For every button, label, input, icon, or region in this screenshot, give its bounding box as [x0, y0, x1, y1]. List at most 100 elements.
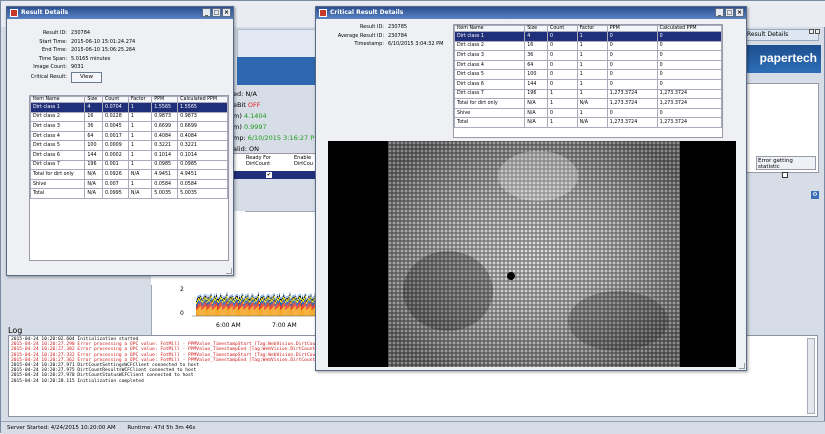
- table-row[interactable]: Dirt class 2 16 0.0228 1 0.9873 0.9873: [29, 111, 228, 123]
- resize-grip[interactable]: [739, 363, 745, 369]
- status-row-5: alid: ON: [233, 145, 259, 153]
- table-cell: 1: [576, 50, 608, 61]
- table-cell: N/A: [524, 98, 549, 109]
- minimize-icon[interactable]: [809, 29, 814, 34]
- resize-grip[interactable]: [226, 268, 232, 274]
- close-icon[interactable]: ×: [735, 8, 744, 17]
- chart-bar-segment: [303, 299, 305, 300]
- chart-bar-segment: [204, 302, 206, 307]
- column-header[interactable]: Factor: [127, 96, 153, 103]
- chart-bar-segment: [283, 299, 285, 302]
- status-list: ed: N/A eBit OFF m) 4.1404 m) 0.9997 mp:…: [233, 89, 323, 177]
- chart-bar-segment: [311, 297, 313, 299]
- tab-result-details[interactable]: Result Details: [743, 29, 819, 41]
- chart-bar-segment: [230, 304, 232, 307]
- chart-bar-segment: [272, 300, 274, 303]
- chart-bar-segment: [223, 301, 225, 304]
- table-row[interactable]: Dirt class 4 64 0 1 0 0: [453, 59, 723, 71]
- table-row[interactable]: Total N/A 1 N/A 1,273.3724 1,273.3724: [453, 117, 723, 128]
- table-cell: 0: [606, 69, 658, 80]
- table-row[interactable]: Dirt class 5 100 0 1 0 0: [453, 69, 723, 80]
- column-header[interactable]: Calculated PPM: [177, 96, 228, 103]
- table-row[interactable]: Dirt class 7 196 1 1 1,273.3724 1,273.3724: [453, 88, 723, 100]
- maximize-icon[interactable]: □: [212, 8, 221, 17]
- close-icon[interactable]: [815, 29, 820, 34]
- column-header[interactable]: Item Name: [453, 25, 526, 32]
- table-row[interactable]: Shive N/A 0 1 0 0: [453, 107, 723, 119]
- chart-bar-segment: [275, 302, 277, 305]
- chart-bar-segment: [218, 303, 220, 306]
- chart-bar-segment: [224, 302, 226, 305]
- table-row[interactable]: Total N/A 0.0995 N/A 5.0035 5.0035: [29, 188, 228, 199]
- chart-bar-segment: [290, 301, 292, 302]
- table-row[interactable]: Dirt class 2 16 0 1 0 0: [453, 40, 723, 52]
- chart-bar-segment: [294, 296, 296, 297]
- table-row[interactable]: Dirt class 1 4 0.0704 1 1.5565 1.5565: [29, 102, 228, 113]
- error-checkbox[interactable]: [782, 172, 788, 178]
- column-header[interactable]: Size: [524, 25, 549, 32]
- result-details-titlebar[interactable]: Result Details _ □ ×: [7, 7, 233, 19]
- column-header[interactable]: Calculated PPM: [656, 25, 723, 32]
- minimize-icon[interactable]: _: [202, 8, 211, 17]
- chart-bar-segment: [299, 294, 301, 296]
- table-row[interactable]: Dirt class 5 100 0.0009 1 0.3221 0.3221: [29, 140, 228, 151]
- table-row[interactable]: Dirt class 4 64 0.0017 1 0.4084 0.4084: [29, 130, 228, 142]
- chart-bar-segment: [268, 300, 270, 303]
- table-row[interactable]: Dirt class 3 36 0.0045 1 0.6699 0.6699: [29, 121, 228, 132]
- chart-bar-segment: [310, 293, 312, 295]
- chart-bar-segment: [280, 300, 281, 302]
- chart-bar-segment: [287, 296, 289, 298]
- chart-bar-segment: [236, 306, 238, 316]
- chart-bar-segment: [254, 304, 256, 309]
- chart-bar-segment: [217, 302, 218, 305]
- grid-row-selected[interactable]: ✔: [234, 171, 324, 179]
- chart-bar-segment: [248, 299, 250, 300]
- table-row[interactable]: Total for dirt only N/A 1 N/A 1,273.3724 1,27…: [453, 98, 723, 109]
- chart-bar-segment: [238, 310, 239, 316]
- chart-bar-segment: [241, 294, 243, 296]
- table-row[interactable]: Shive N/A 0.007 1 0.0584 0.0584: [29, 178, 228, 190]
- gear-icon[interactable]: ⚙: [811, 191, 819, 199]
- chart-bar-segment: [261, 308, 263, 316]
- minimize-icon[interactable]: _: [715, 8, 724, 17]
- ready-checkbox[interactable]: ✔: [266, 172, 272, 178]
- critical-result-titlebar[interactable]: Critical Result Details _ □ ×: [316, 7, 746, 19]
- table-cell: Dirt class 5: [453, 69, 526, 80]
- chart-bar-segment: [271, 299, 273, 300]
- chart-bar-segment: [224, 298, 226, 300]
- chart-bar-segment: [277, 307, 279, 316]
- chart-bar-segment: [266, 301, 268, 304]
- column-header[interactable]: Factor: [576, 25, 608, 32]
- chart-bar-segment: [217, 297, 218, 299]
- chart-bar-segment: [204, 307, 206, 316]
- chart-bar-segment: [202, 300, 204, 301]
- chart-bar-segment: [265, 306, 267, 309]
- chart-bar-segment: [235, 296, 237, 297]
- chart-bar-segment: [284, 297, 286, 298]
- table-cell: Dirt class 2: [453, 40, 526, 52]
- chart-bar-segment: [307, 302, 309, 305]
- chart-bar-segment: [288, 300, 290, 303]
- chart-bar-segment: [307, 309, 309, 316]
- column-header[interactable]: Item Name: [29, 96, 86, 103]
- chart-bar-segment: [255, 300, 257, 302]
- table-cell: Dirt class 4: [29, 130, 86, 142]
- maximize-icon[interactable]: □: [725, 8, 734, 17]
- dirt-particle: [507, 272, 515, 280]
- chart-tick-label: 6:00 AM: [216, 322, 241, 329]
- table-row[interactable]: Dirt class 6 144 0.0002 1 0.1014 0.1014: [29, 149, 228, 161]
- table-row[interactable]: Dirt class 7 196 0.001 1 0.0985 0.0985: [29, 159, 228, 171]
- chart-bar-segment: [270, 297, 272, 299]
- chart-bar-segment: [242, 306, 244, 316]
- table-row[interactable]: Total for dirt only N/A 0.0926 N/A 4.9451 4.9…: [29, 169, 228, 180]
- chart-bar-segment: [312, 297, 314, 299]
- table-row[interactable]: Dirt class 6 144 0 1 0 0: [453, 78, 723, 90]
- log-scrollbar[interactable]: [807, 338, 815, 414]
- table-row[interactable]: Dirt class 3 36 0 1 0 0: [453, 50, 723, 61]
- chart-bar-segment: [252, 297, 254, 298]
- chart-bar-segment: [215, 295, 217, 297]
- table-cell: 0: [547, 40, 578, 52]
- close-icon[interactable]: ×: [222, 8, 231, 17]
- view-button[interactable]: View: [71, 71, 103, 83]
